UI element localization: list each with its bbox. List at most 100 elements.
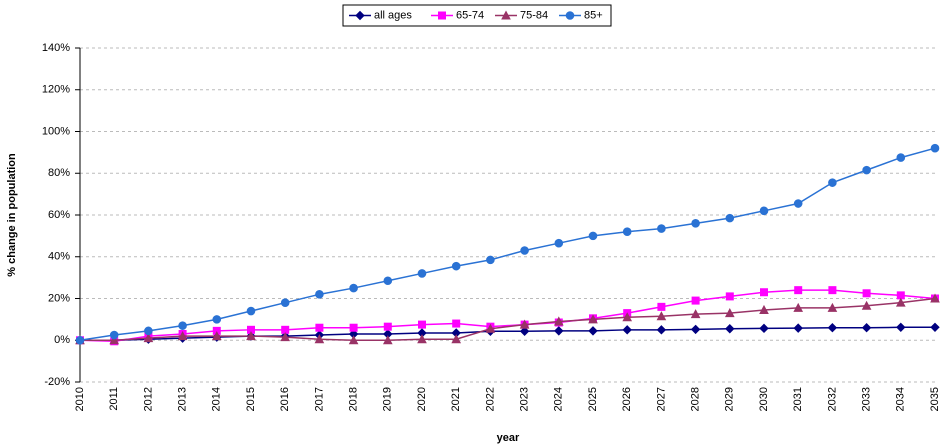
marker bbox=[418, 320, 426, 329]
marker bbox=[759, 206, 769, 216]
y-tick-label: 40% bbox=[48, 251, 70, 263]
marker bbox=[862, 165, 871, 175]
legend-label: 65-74 bbox=[456, 9, 484, 21]
marker bbox=[417, 334, 427, 344]
marker bbox=[930, 143, 940, 153]
y-tick-label: 60% bbox=[48, 209, 70, 221]
x-tick-label: 2019 bbox=[382, 387, 394, 411]
marker bbox=[588, 231, 598, 241]
y-tick-label: 120% bbox=[42, 84, 70, 96]
marker bbox=[691, 296, 700, 305]
y-tick-label: 100% bbox=[42, 125, 70, 137]
marker bbox=[896, 322, 906, 333]
marker bbox=[861, 300, 872, 310]
x-tick-label: 2035 bbox=[929, 387, 941, 411]
marker bbox=[246, 331, 256, 341]
marker bbox=[438, 11, 446, 20]
marker bbox=[211, 331, 222, 341]
x-axis-label: year bbox=[497, 432, 520, 444]
x-tick-label: 2015 bbox=[245, 387, 257, 411]
marker bbox=[246, 306, 256, 316]
marker bbox=[760, 288, 768, 297]
marker bbox=[725, 292, 734, 301]
marker bbox=[383, 276, 393, 286]
marker bbox=[486, 255, 495, 265]
marker bbox=[144, 326, 153, 336]
marker bbox=[553, 316, 564, 326]
marker bbox=[383, 322, 392, 331]
marker bbox=[656, 311, 667, 321]
marker bbox=[724, 308, 735, 318]
x-tick-label: 2028 bbox=[690, 387, 702, 411]
marker bbox=[349, 323, 358, 332]
marker bbox=[280, 298, 290, 307]
marker bbox=[930, 322, 940, 333]
x-tick-label: 2031 bbox=[792, 387, 804, 411]
x-tick-label: 2013 bbox=[177, 387, 189, 411]
x-tick-label: 2030 bbox=[758, 387, 770, 411]
marker bbox=[828, 178, 837, 187]
marker bbox=[109, 330, 119, 340]
marker bbox=[588, 314, 598, 324]
marker bbox=[861, 323, 872, 333]
x-tick-label: 2025 bbox=[587, 387, 599, 411]
marker bbox=[827, 323, 838, 333]
marker bbox=[622, 312, 633, 322]
x-tick-label: 2027 bbox=[655, 387, 667, 411]
marker bbox=[622, 325, 632, 335]
marker bbox=[452, 319, 461, 328]
series-line bbox=[80, 326, 935, 341]
marker bbox=[519, 326, 530, 336]
marker bbox=[930, 293, 940, 303]
marker bbox=[725, 213, 735, 223]
marker bbox=[109, 335, 120, 345]
marker bbox=[177, 331, 188, 341]
y-tick-label: 0% bbox=[54, 334, 70, 346]
x-tick-label: 2014 bbox=[211, 387, 223, 411]
marker bbox=[565, 11, 575, 20]
marker bbox=[725, 324, 735, 334]
marker bbox=[417, 269, 427, 278]
marker bbox=[759, 323, 769, 334]
marker bbox=[657, 224, 666, 233]
legend-label: 85+ bbox=[584, 9, 603, 21]
marker bbox=[451, 261, 461, 271]
marker bbox=[827, 302, 838, 312]
x-tick-label: 2010 bbox=[74, 387, 86, 411]
marker bbox=[314, 334, 325, 344]
marker bbox=[554, 238, 564, 248]
series-line bbox=[79, 147, 936, 341]
x-tick-label: 2029 bbox=[724, 387, 736, 411]
x-tick-label: 2012 bbox=[142, 387, 154, 411]
y-tick-label: 80% bbox=[48, 167, 70, 179]
x-tick-label: 2020 bbox=[416, 387, 428, 411]
marker bbox=[862, 289, 871, 298]
x-tick-label: 2016 bbox=[279, 387, 291, 411]
x-tick-label: 2011 bbox=[108, 387, 120, 411]
marker bbox=[794, 286, 803, 295]
x-tick-label: 2023 bbox=[519, 387, 531, 411]
x-tick-label: 2022 bbox=[484, 387, 496, 411]
x-tick-label: 2026 bbox=[621, 387, 633, 411]
marker bbox=[519, 319, 530, 329]
marker bbox=[554, 326, 564, 336]
marker bbox=[315, 323, 324, 332]
x-tick-label: 2017 bbox=[313, 387, 325, 411]
marker bbox=[793, 323, 803, 333]
marker bbox=[501, 10, 511, 20]
marker bbox=[75, 335, 85, 345]
marker bbox=[485, 323, 496, 333]
marker bbox=[382, 335, 393, 345]
x-tick-label: 2024 bbox=[553, 387, 565, 411]
marker bbox=[828, 286, 837, 295]
marker bbox=[896, 153, 906, 162]
x-tick-label: 2033 bbox=[861, 387, 873, 411]
x-tick-label: 2018 bbox=[348, 387, 360, 411]
legend-label: all ages bbox=[374, 9, 412, 21]
marker bbox=[657, 302, 666, 311]
marker bbox=[793, 199, 803, 208]
marker bbox=[349, 283, 358, 293]
y-tick-label: 140% bbox=[42, 42, 70, 54]
marker bbox=[588, 326, 598, 336]
